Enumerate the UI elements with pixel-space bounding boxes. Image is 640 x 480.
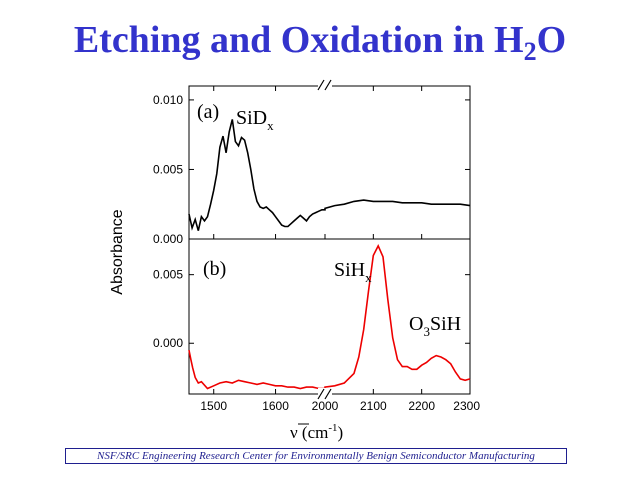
x-axis-label-end: )	[338, 423, 344, 442]
xtick-label: 1500	[200, 399, 227, 413]
title-subscript: 2	[523, 37, 537, 66]
panel-a-ytick-label: 0.005	[153, 162, 183, 176]
title-main: Etching and Oxidation in H	[73, 19, 524, 61]
axis-break-bottom-gap	[318, 388, 332, 400]
title-end: O	[536, 19, 567, 61]
panel-a-y-ticks: 0.000 0.005 0.010	[153, 93, 470, 246]
x-axis-ticks: 1500 1600 2000 2100 2200 2300	[200, 86, 480, 413]
o3sih-end: SiH	[430, 313, 461, 335]
xtick-label: 2200	[408, 399, 435, 413]
x-axis-label-main: ν (cm	[290, 423, 328, 442]
sid-x-main: SiD	[236, 107, 267, 129]
panel-a-ytick-label: 0.010	[153, 93, 183, 107]
sid-x-subscript: x	[267, 118, 274, 133]
sih-x-annotation: SiHx	[334, 259, 372, 285]
sih-x-main: SiH	[334, 259, 365, 281]
series-b-line	[188, 244, 471, 390]
panel-a-border	[188, 85, 471, 240]
axis-break-top-gap	[318, 80, 332, 92]
panel-b-label: (b)	[203, 258, 226, 280]
axis-break-top-mark-1	[317, 79, 325, 91]
panel-b-ytick-label: 0.000	[153, 336, 183, 350]
sih-x-subscript: x	[365, 270, 372, 285]
x-axis-label-superscript: -1	[328, 422, 337, 434]
xtick-label: 2300	[453, 399, 480, 413]
xtick-label: 1600	[262, 399, 289, 413]
x-axis-label: ν (cm-1)	[290, 422, 343, 442]
axis-break-top-mark-2	[324, 79, 332, 91]
y-axis-label: Absorbance	[109, 209, 126, 294]
panel-a-label: (a)	[197, 101, 219, 123]
series-a-line	[188, 119, 471, 231]
panel-a-ytick-label: 0.000	[153, 232, 183, 246]
o3sih-o: O	[409, 313, 423, 335]
xtick-label: 2100	[360, 399, 387, 413]
panel-b-border	[188, 238, 471, 395]
footer-credit: NSF/SRC Engineering Research Center for …	[65, 448, 567, 464]
panel-b-frame	[188, 238, 471, 395]
xtick-label: 2000	[312, 399, 339, 413]
axis-break-marks	[317, 79, 332, 400]
axis-break-bottom-mark-1	[317, 388, 325, 400]
panel-b-ytick-label: 0.005	[153, 268, 183, 282]
o3sih-annotation: O3SiH	[409, 313, 461, 339]
panel-a-frame	[188, 85, 471, 240]
axis-break-bottom-mark-2	[324, 388, 332, 400]
sid-x-annotation: SiDx	[236, 107, 274, 133]
slide-title: Etching and Oxidation in H2O	[0, 18, 640, 65]
panel-b-y-ticks: 0.000 0.005	[153, 268, 470, 350]
o3sih-subscript: 3	[423, 324, 430, 339]
